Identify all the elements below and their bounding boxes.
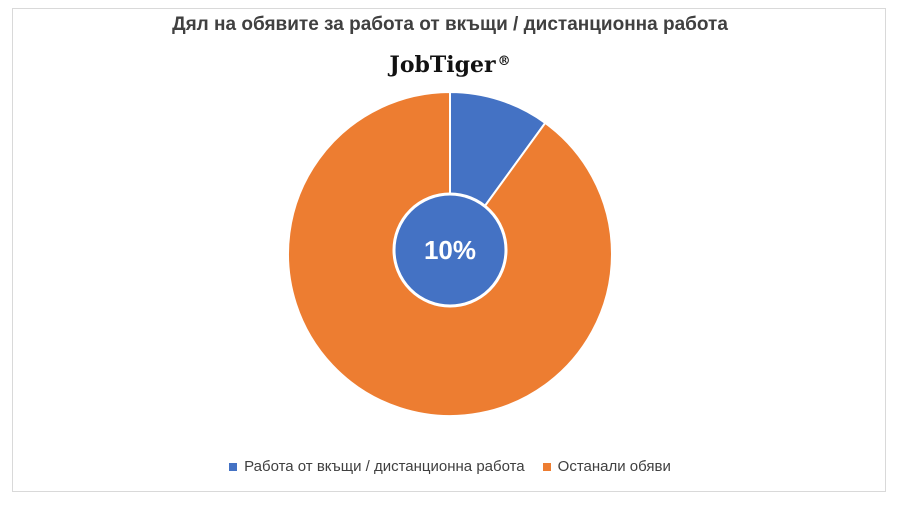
legend-label-remote: Работа от вкъщи / дистанционна работа bbox=[244, 458, 525, 475]
legend-swatch-remote bbox=[229, 462, 238, 471]
legend-item-other: Останали обяви bbox=[542, 458, 671, 475]
legend-swatch-other bbox=[542, 462, 551, 471]
center-disc bbox=[392, 192, 508, 308]
center-percentage-label: 10% bbox=[424, 235, 476, 265]
brand-name: JobTiger bbox=[389, 52, 496, 78]
chart-legend: Работа от вкъщи / дистанционна работа Ос… bbox=[0, 458, 900, 475]
legend-label-other: Останали обяви bbox=[557, 458, 671, 475]
legend-item-remote: Работа от вкъщи / дистанционна работа bbox=[229, 458, 525, 475]
jobtiger-logo: JobTiger ® bbox=[0, 52, 900, 78]
registered-mark: ® bbox=[497, 54, 511, 69]
chart-title: Дял на обявите за работа от вкъщи / дист… bbox=[172, 14, 728, 35]
